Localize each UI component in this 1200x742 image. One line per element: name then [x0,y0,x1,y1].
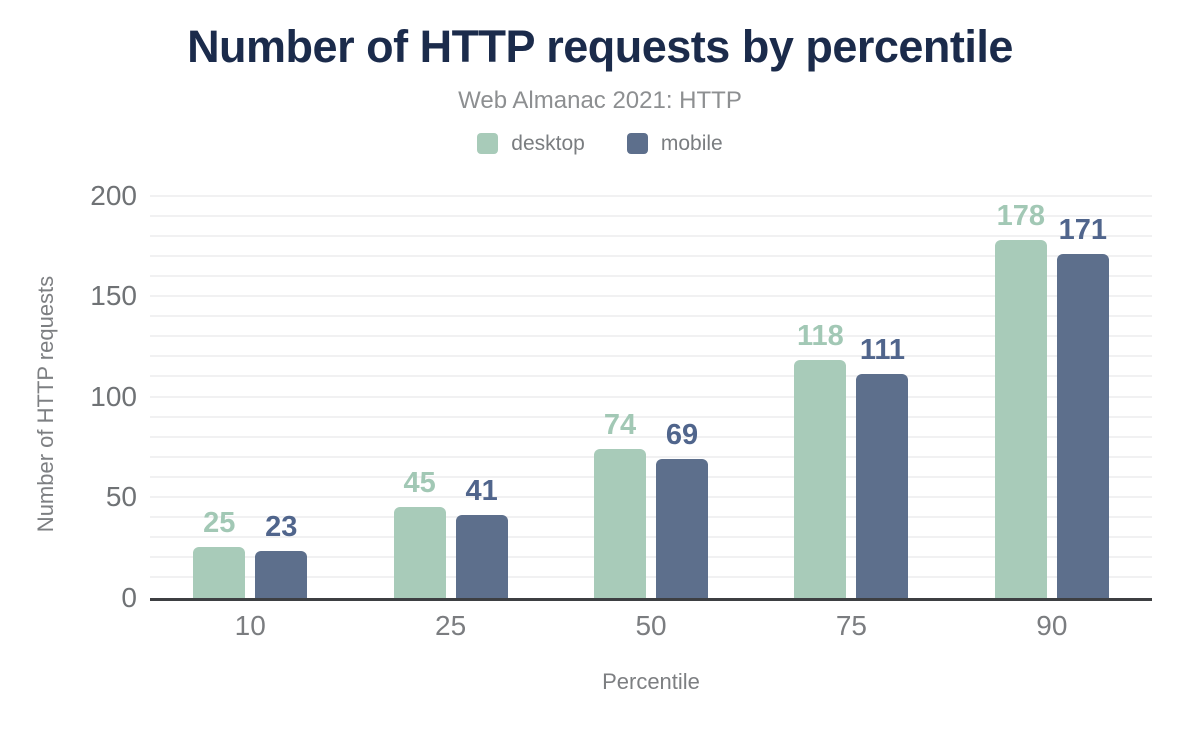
bar-value-desktop-p10: 25 [203,507,236,540]
bar-value-desktop-p25: 45 [403,467,436,500]
plot-area: 0 50 100 150 200 25 23 45 41 74 69 118 111 178 171 [90,180,1152,613]
x-tick-label-75: 75 [835,609,867,641]
bar-wrap-mobile-p75: 111 [856,334,909,598]
x-tick-labels: 10 25 50 75 90 [150,610,1152,642]
y-axis-title: Number of HTTP requests [33,275,58,532]
legend-item-mobile: mobile [626,131,723,156]
bar-value-mobile-p25: 41 [465,475,498,508]
chart-title: Number of HTTP requests by percentile [187,21,1013,72]
bar-desktop-p50 [594,448,647,598]
x-tick-label-25: 25 [435,609,467,641]
bar-desktop-p90 [994,239,1047,598]
legend-item-desktop: desktop [477,132,585,156]
bar-wrap-mobile-p25: 41 [455,475,508,598]
bar-value-desktop-p90: 178 [996,199,1046,232]
bar-group-p50: 74 69 [551,196,751,598]
x-axis-title: Percentile [602,668,700,694]
figure-area: Number of HTTP requests 0 50 100 150 200 25 23… [0,180,1200,695]
bar-wrap-mobile-p50: 69 [656,419,709,598]
bar-value-mobile-p90: 171 [1058,213,1108,246]
legend-swatch-desktop-icon [477,133,499,154]
bar-desktop-p75 [794,360,847,598]
bar-mobile-p50 [656,458,709,598]
bar-value-desktop-p50: 74 [603,408,637,441]
bar-wrap-desktop-p75: 118 [794,320,847,598]
y-tick-50: 50 [105,481,137,512]
x-tick-label-10: 10 [234,609,266,641]
legend: desktop mobile [0,132,1200,156]
bar-mobile-p75 [856,374,909,598]
bar-group-p75: 118 111 [751,196,951,598]
bar-value-mobile-p50: 69 [665,418,699,451]
bar-desktop-p10 [193,547,246,598]
x-tick-label-90: 90 [1036,609,1068,641]
legend-swatch-mobile-icon [626,133,648,154]
bar-mobile-p10 [255,551,308,598]
y-tick-150: 150 [90,280,137,311]
y-tick-100: 100 [90,380,137,412]
bar-wrap-desktop-p90: 178 [994,200,1047,598]
bar-wrap-desktop-p10: 25 [193,507,246,598]
bar-wrap-desktop-p25: 45 [393,467,446,598]
chart-header: Number of HTTP requests by percentile We… [0,0,1200,156]
bar-wrap-mobile-p90: 171 [1056,214,1109,598]
y-tick-200: 200 [90,179,137,211]
bar-wrap-mobile-p10: 23 [255,511,308,598]
bar-groups: 25 23 45 41 74 69 118 111 178 171 [150,196,1152,598]
bar-wrap-desktop-p50: 74 [594,409,647,598]
bar-group-p25: 45 41 [350,196,550,598]
bar-value-desktop-p75: 118 [797,320,844,353]
y-tick-0: 0 [121,581,137,613]
legend-label-desktop: desktop [511,131,585,155]
legend-label-mobile: mobile [660,131,723,155]
bar-mobile-p25 [455,515,508,598]
bar-group-p90: 178 171 [952,196,1152,598]
chart-subtitle: Web Almanac 2021: HTTP [458,86,742,114]
bar-desktop-p25 [393,507,446,598]
x-tick-label-50: 50 [635,609,667,641]
bar-mobile-p90 [1056,253,1109,598]
bar-value-mobile-p75: 111 [859,334,906,367]
bar-group-p10: 25 23 [150,196,350,598]
bar-value-mobile-p10: 23 [265,511,298,544]
